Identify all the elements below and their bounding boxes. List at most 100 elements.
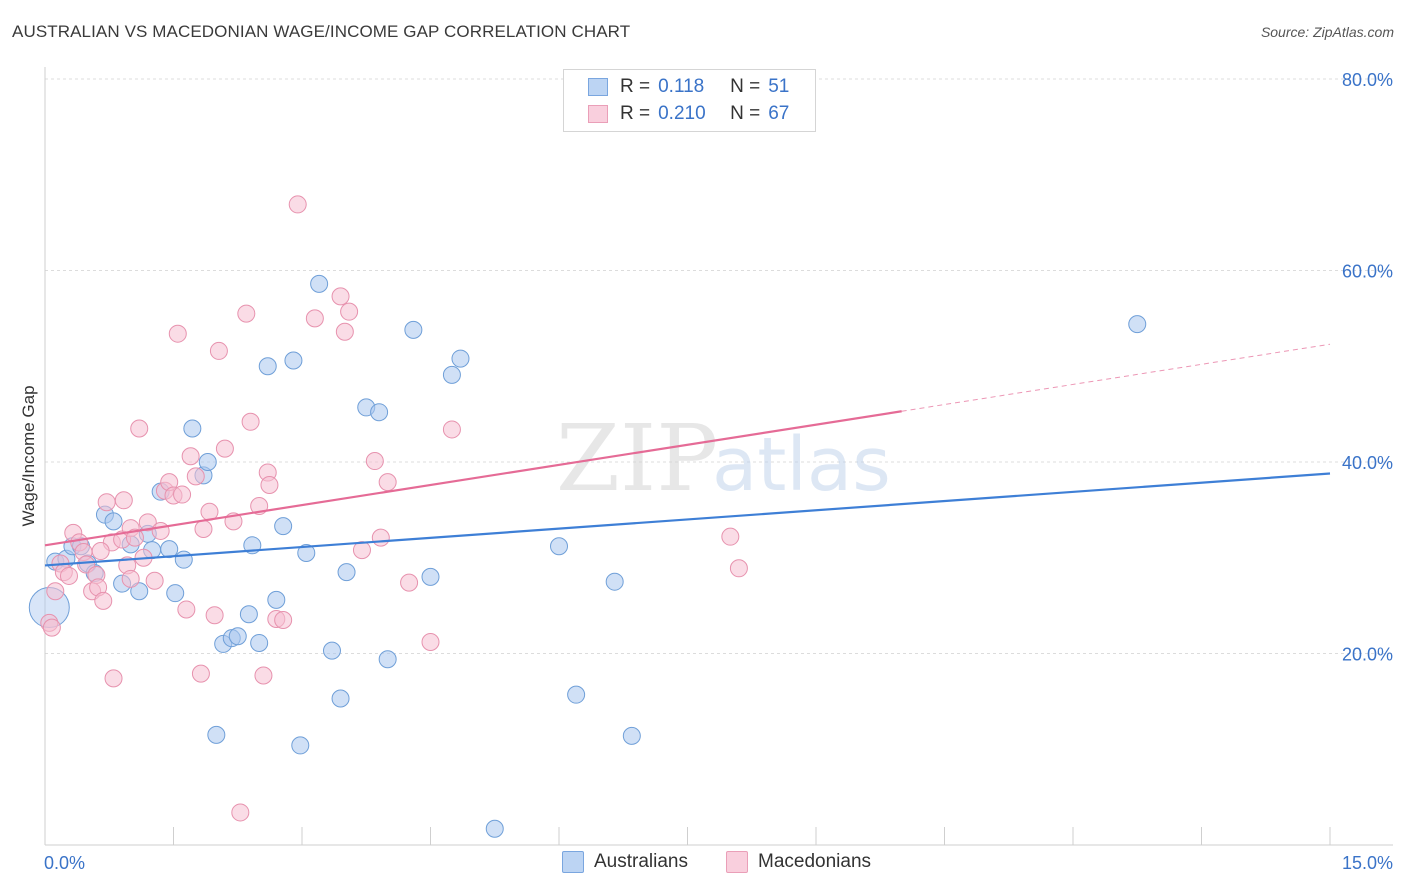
macedonians-point <box>145 571 164 590</box>
macedonians-point <box>130 419 149 438</box>
macedonians-point <box>421 633 440 652</box>
y-tick-label: 80.0% <box>1342 70 1393 90</box>
legend-row-macedonians: R = 0.210 N = 67 <box>588 101 789 127</box>
macedonians-point <box>177 600 196 619</box>
macedonians-point <box>97 493 116 512</box>
australians-point <box>421 567 440 586</box>
y-tick-label: 20.0% <box>1342 645 1393 665</box>
macedonians-point <box>186 467 205 486</box>
australians-point <box>130 582 149 601</box>
australians-legend-swatch <box>562 851 584 873</box>
r-value: 0.118 <box>658 76 705 97</box>
y-axis-label: Wage/Income Gap <box>19 385 38 526</box>
data-points <box>28 195 1147 838</box>
australians-point <box>331 689 350 708</box>
macedonians-point <box>254 666 273 685</box>
macedonians-legend-swatch <box>726 851 748 873</box>
series-legend: Australians Macedonians <box>0 851 1406 879</box>
macedonians-point <box>442 420 461 439</box>
australians-point <box>239 605 258 624</box>
macedonians-point <box>352 541 371 560</box>
macedonians-point <box>114 491 133 510</box>
macedonians-point <box>260 475 279 494</box>
australians-point <box>605 572 624 591</box>
macedonians-point <box>237 304 256 323</box>
macedonians-point <box>209 341 228 360</box>
australians-point <box>207 725 226 744</box>
macedonians-point <box>378 473 397 492</box>
chart-title: AUSTRALIAN VS MACEDONIAN WAGE/INCOME GAP… <box>12 22 631 41</box>
correlation-legend: R = 0.118 N = 51 R = 0.210 N = 67 <box>563 69 816 132</box>
australians-point <box>622 726 641 745</box>
australians-point <box>291 736 310 755</box>
macedonians-swatch <box>588 105 608 123</box>
australians-point <box>258 357 277 376</box>
australians-trend-line <box>44 472 1331 567</box>
r-value: 0.210 <box>658 103 706 124</box>
australians-point <box>550 537 568 556</box>
legend-item-australians[interactable]: Australians <box>562 851 688 873</box>
n-label: N = <box>730 103 761 124</box>
macedonians-point <box>46 582 65 601</box>
legend-item-macedonians[interactable]: Macedonians <box>726 851 871 873</box>
australians-point <box>250 633 269 652</box>
n-value: 67 <box>768 103 790 124</box>
macedonians-point <box>305 309 324 328</box>
macedonians-point <box>215 439 234 458</box>
y-tick-label: 40.0% <box>1342 453 1393 473</box>
australians-point <box>174 550 193 569</box>
tick-labels: 20.0% 40.0% 60.0% 80.0% 0.0% 15.0% <box>44 70 1393 873</box>
x-tick-label: 0.0% <box>44 853 85 873</box>
r-label: R = <box>620 76 651 97</box>
macedonians-point <box>365 452 384 471</box>
r-label: R = <box>620 103 651 124</box>
watermark-zip: ZIP <box>556 405 718 512</box>
macedonians-point <box>400 573 419 592</box>
macedonians-point <box>721 527 740 546</box>
macedonians-point <box>205 606 224 625</box>
trend-lines <box>44 343 1331 567</box>
australians-point <box>442 365 461 384</box>
macedonians-point <box>138 513 157 532</box>
legend-label: Macedonians <box>758 851 872 872</box>
macedonians-point <box>729 559 748 578</box>
source-label: Source: ZipAtlas.com <box>1260 24 1394 40</box>
macedonians-point <box>91 542 110 561</box>
macedonians-point <box>181 447 200 466</box>
macedonians-point <box>274 610 293 629</box>
x-tick-label: 15.0% <box>1342 853 1393 873</box>
macedonians-point <box>125 528 144 547</box>
axes <box>44 67 1393 846</box>
australians-point <box>322 641 341 660</box>
australians-point <box>166 584 185 603</box>
macedonians-trend-line <box>44 410 902 547</box>
macedonians-point <box>59 566 78 585</box>
australians-swatch <box>588 78 608 96</box>
macedonians-point <box>194 520 213 539</box>
australians-point <box>198 453 217 471</box>
macedonians-trend-extension <box>901 343 1331 412</box>
macedonians-point <box>104 669 123 688</box>
legend-label: Australians <box>594 851 688 872</box>
macedonians-point <box>121 569 140 588</box>
watermark-atlas: atlas <box>712 422 891 508</box>
macedonians-point <box>241 412 260 431</box>
australians-point <box>1128 315 1147 334</box>
australians-point <box>297 543 316 562</box>
australians-point <box>104 512 123 531</box>
australians-point <box>310 274 329 293</box>
australians-point <box>337 563 356 582</box>
macedonians-point <box>371 528 390 547</box>
macedonians-point <box>331 287 350 306</box>
australians-point <box>451 349 470 368</box>
macedonians-point <box>288 195 307 214</box>
n-label: N = <box>730 76 761 97</box>
grid-lines <box>45 78 1393 654</box>
macedonians-point <box>173 485 192 504</box>
macedonians-point <box>151 521 170 540</box>
n-value: 51 <box>768 76 790 97</box>
macedonians-point <box>42 618 61 637</box>
australians-point <box>567 685 586 704</box>
australians-point <box>274 517 293 536</box>
